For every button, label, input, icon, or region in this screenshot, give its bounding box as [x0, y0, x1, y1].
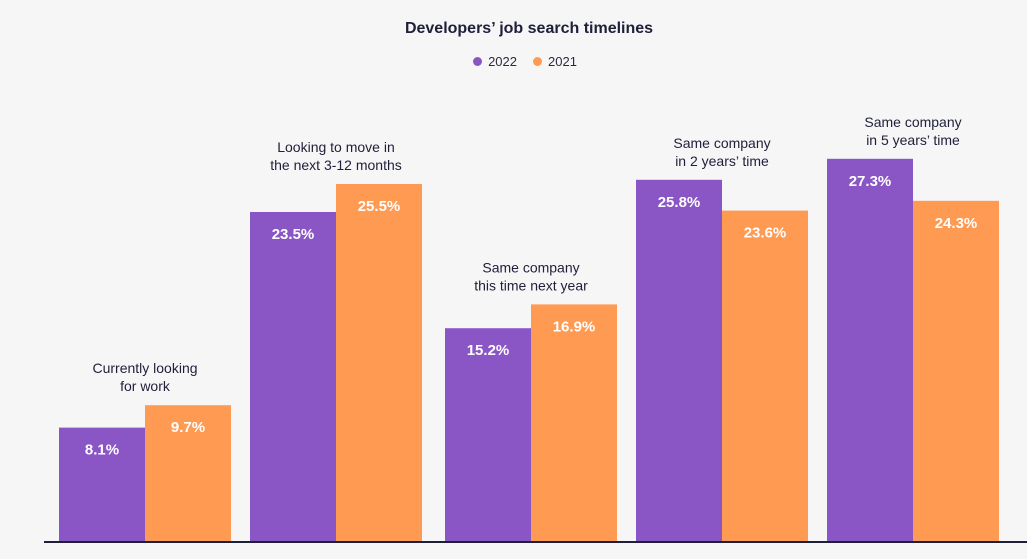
category-label: Same company [673, 135, 770, 151]
bar-value-label: 15.2% [467, 342, 510, 359]
legend-swatch-2021 [533, 57, 542, 66]
category-label: in 5 years’ time [866, 132, 960, 148]
legend-item-2021: 2021 [533, 54, 577, 69]
bar-2022-1 [250, 212, 336, 541]
category-label: for work [120, 378, 171, 394]
category-label: Looking to move in [277, 139, 395, 155]
bar-value-label: 25.8% [658, 194, 701, 211]
legend-label-2022: 2022 [488, 54, 517, 69]
category-label: Same company [864, 114, 961, 130]
bar-2021-1 [336, 184, 422, 541]
bar-2022-0 [59, 427, 145, 541]
bar-group: 25.8% 23.6% Same company in 2 years’ time [636, 135, 808, 542]
legend-item-2022: 2022 [473, 54, 517, 69]
bar-value-label: 24.3% [935, 215, 978, 232]
bar-2021-3 [722, 210, 808, 541]
bar-2021-0 [145, 405, 231, 541]
legend-label-2021: 2021 [548, 54, 577, 69]
bar-2021-2 [531, 304, 617, 541]
bar-group: 23.5% 25.5% Looking to move in the next 3-1… [250, 139, 422, 541]
bar-group: 15.2% 16.9% Same company this time next yea… [445, 259, 617, 541]
bar-value-label: 23.6% [744, 225, 787, 242]
legend: 2022 2021 [0, 54, 1027, 69]
bar-2022-2 [445, 328, 531, 541]
category-label: Currently looking [92, 360, 197, 376]
bar-group: 27.3% 24.3% Same company in 5 years’ time [827, 114, 999, 542]
bar-value-label: 25.5% [358, 198, 401, 215]
category-label: the next 3-12 months [270, 157, 402, 173]
bar-value-label: 27.3% [849, 173, 892, 190]
category-label: in 2 years’ time [675, 153, 769, 169]
bar-value-label: 8.1% [85, 442, 119, 459]
legend-swatch-2022 [473, 57, 483, 66]
category-label: this time next year [474, 277, 588, 293]
bar-value-label: 16.9% [553, 318, 596, 335]
bar-value-label: 9.7% [171, 419, 205, 436]
bar-2022-4 [827, 158, 913, 542]
chart-title: Developers’ job search timelines [404, 20, 654, 37]
category-label: Same company [482, 259, 579, 275]
bar-group: 8.1% 9.7% Currently looking for work [59, 360, 231, 541]
bar-2021-4 [913, 200, 999, 542]
bar-2022-3 [636, 179, 722, 542]
bar-value-label: 23.5% [272, 226, 315, 243]
